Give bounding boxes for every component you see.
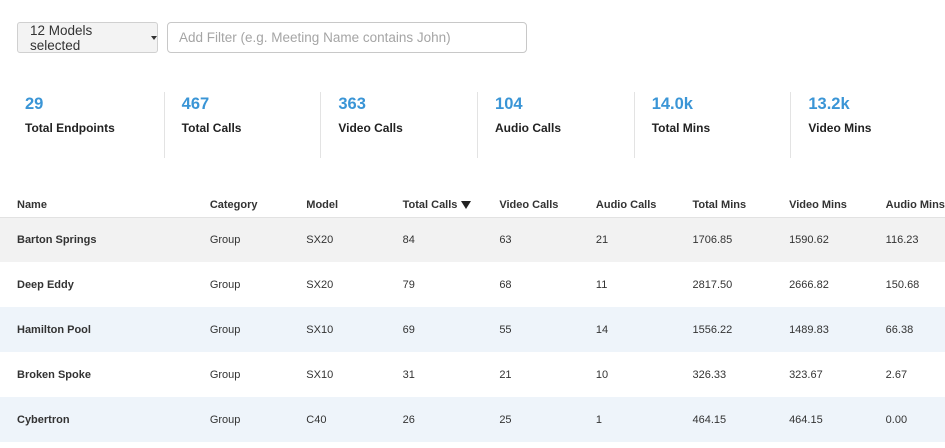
column-header-label: Audio Calls bbox=[595, 198, 657, 211]
stats-summary: 29 Total Endpoints 467 Total Calls 363 V… bbox=[8, 92, 945, 158]
table-row: Broken Spoke Group SX10 31 21 10 326.33 … bbox=[0, 352, 945, 397]
cell-audio-calls: 14 bbox=[595, 323, 609, 336]
cell-model: C40 bbox=[306, 413, 327, 426]
cell-model: SX10 bbox=[306, 368, 334, 381]
filter-input[interactable] bbox=[167, 22, 527, 53]
cell-model: SX20 bbox=[306, 233, 334, 246]
column-header-category[interactable]: Category bbox=[209, 193, 307, 218]
cell-category: Group bbox=[209, 233, 241, 246]
cell-video-calls: 63 bbox=[499, 233, 512, 246]
stat-value: 104 bbox=[495, 95, 523, 113]
column-header-video-mins[interactable]: Video Mins bbox=[789, 193, 886, 218]
cell-video-mins: 464.15 bbox=[789, 413, 823, 426]
cell-video-calls: 25 bbox=[499, 413, 512, 426]
column-header-label: Video Mins bbox=[789, 198, 847, 211]
cell-video-mins: 2666.82 bbox=[789, 278, 829, 291]
column-header-label: Total Calls bbox=[402, 198, 458, 211]
stat-audio-calls: 104 Audio Calls bbox=[478, 92, 635, 158]
caret-down-icon bbox=[151, 35, 157, 40]
column-header-name[interactable]: Name bbox=[0, 193, 210, 218]
cell-audio-calls: 10 bbox=[595, 368, 609, 381]
cell-total-mins: 326.33 bbox=[692, 368, 727, 381]
stat-value: 363 bbox=[338, 95, 366, 113]
column-header-audio-calls[interactable]: Audio Calls bbox=[595, 193, 693, 218]
column-header-label: Category bbox=[209, 198, 258, 211]
stat-label: Video Mins bbox=[808, 121, 872, 135]
cell-audio-mins: 66.38 bbox=[885, 323, 914, 336]
cell-video-calls: 68 bbox=[499, 278, 512, 291]
cell-audio-calls: 1 bbox=[595, 413, 603, 426]
table-row: Barton Springs Group SX20 84 63 21 1706.… bbox=[0, 217, 945, 262]
cell-video-mins: 1590.62 bbox=[789, 233, 829, 246]
column-header-label: Total Mins bbox=[692, 198, 747, 211]
column-header-audio-mins[interactable]: Audio Mins bbox=[885, 193, 945, 218]
cell-total-calls: 84 bbox=[402, 233, 415, 246]
table-row: Deep Eddy Group SX20 79 68 11 2817.50 26… bbox=[0, 262, 945, 307]
models-dropdown-label: 12 Models selected bbox=[30, 22, 93, 53]
cell-audio-calls: 11 bbox=[595, 278, 608, 291]
column-header-label: Video Calls bbox=[499, 198, 559, 211]
cell-model: SX20 bbox=[306, 278, 334, 291]
stat-label: Total Endpoints bbox=[25, 121, 115, 135]
endpoint-name-link[interactable]: Broken Spoke bbox=[17, 368, 91, 381]
stat-total-calls: 467 Total Calls bbox=[165, 92, 322, 158]
cell-total-mins: 2817.50 bbox=[692, 278, 733, 291]
stat-video-mins: 13.2k Video Mins bbox=[791, 92, 945, 158]
cell-total-calls: 69 bbox=[402, 323, 415, 336]
cell-video-mins: 323.67 bbox=[789, 368, 823, 381]
cell-audio-calls: 21 bbox=[595, 233, 609, 246]
column-header-total-mins[interactable]: Total Mins bbox=[692, 193, 790, 218]
stat-value: 14.0k bbox=[651, 95, 693, 113]
cell-total-calls: 26 bbox=[402, 413, 415, 426]
cell-audio-mins: 0.00 bbox=[885, 413, 908, 426]
stat-video-calls: 363 Video Calls bbox=[321, 92, 479, 158]
cell-category: Group bbox=[209, 368, 241, 381]
endpoints-table: Name Category Model Total Calls Video Ca… bbox=[0, 193, 945, 442]
models-dropdown-button[interactable]: 12 Models selected bbox=[17, 22, 158, 53]
stat-value: 467 bbox=[181, 95, 210, 113]
stat-label: Total Mins bbox=[651, 121, 711, 135]
column-header-label: Model bbox=[306, 198, 339, 211]
endpoint-name-link[interactable]: Barton Springs bbox=[17, 233, 97, 246]
stat-total-endpoints: 29 Total Endpoints bbox=[8, 92, 165, 158]
stat-value: 29 bbox=[25, 95, 44, 113]
column-header-model[interactable]: Model bbox=[306, 193, 403, 218]
endpoint-name-link[interactable]: Cybertron bbox=[17, 413, 70, 426]
cell-total-mins: 1556.22 bbox=[692, 323, 733, 336]
cell-total-mins: 464.15 bbox=[692, 413, 727, 426]
cell-audio-mins: 2.67 bbox=[885, 368, 908, 381]
cell-category: Group bbox=[209, 323, 241, 336]
stat-value: 13.2k bbox=[808, 95, 850, 113]
cell-model: SX10 bbox=[306, 323, 334, 336]
stat-label: Video Calls bbox=[338, 121, 403, 135]
sort-descending-icon bbox=[461, 200, 472, 209]
cell-video-mins: 1489.83 bbox=[789, 323, 829, 336]
column-header-label: Audio Mins bbox=[885, 198, 945, 211]
cell-video-calls: 55 bbox=[499, 323, 512, 336]
table-row: Cybertron Group C40 26 25 1 464.15 464.1… bbox=[0, 397, 945, 442]
table-header-row: Name Category Model Total Calls Video Ca… bbox=[0, 193, 945, 218]
cell-video-calls: 21 bbox=[499, 368, 512, 381]
cell-audio-mins: 116.23 bbox=[885, 233, 919, 246]
stat-label: Total Calls bbox=[181, 121, 242, 135]
column-header-total-calls[interactable]: Total Calls bbox=[402, 193, 500, 218]
cell-total-mins: 1706.85 bbox=[692, 233, 733, 246]
stat-label: Audio Calls bbox=[495, 121, 562, 135]
cell-category: Group bbox=[209, 413, 241, 426]
column-header-video-calls[interactable]: Video Calls bbox=[499, 193, 596, 218]
stat-total-mins: 14.0k Total Mins bbox=[635, 92, 792, 158]
cell-category: Group bbox=[209, 278, 241, 291]
endpoint-name-link[interactable]: Hamilton Pool bbox=[17, 323, 91, 336]
cell-total-calls: 31 bbox=[402, 368, 415, 381]
cell-audio-mins: 150.68 bbox=[885, 278, 920, 291]
cell-total-calls: 79 bbox=[402, 278, 415, 291]
column-header-label: Name bbox=[17, 198, 47, 211]
endpoint-name-link[interactable]: Deep Eddy bbox=[17, 278, 74, 291]
table-row: Hamilton Pool Group SX10 69 55 14 1556.2… bbox=[0, 307, 945, 352]
